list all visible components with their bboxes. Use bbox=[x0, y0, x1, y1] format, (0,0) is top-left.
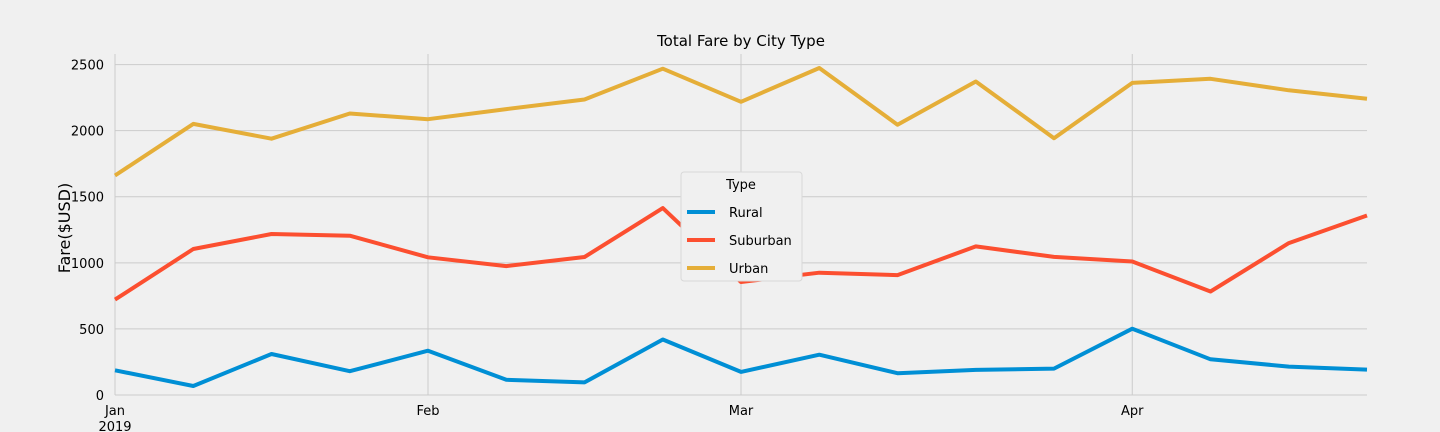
x-tick-label: Feb bbox=[416, 404, 439, 419]
y-tick-label: 2500 bbox=[71, 59, 104, 74]
legend-label-urban: Urban bbox=[729, 262, 768, 277]
legend-label-suburban: Suburban bbox=[729, 234, 792, 249]
y-tick-label: 1000 bbox=[71, 257, 104, 272]
x-tick-label: Apr bbox=[1121, 404, 1144, 419]
x-tick-label: Mar bbox=[729, 404, 754, 419]
series-line-suburban bbox=[113, 206, 1368, 302]
legend: Type Rural Suburban Urban bbox=[680, 171, 803, 282]
y-axis-label: Fare($USD) bbox=[55, 183, 74, 273]
y-tick-label: 0 bbox=[96, 389, 104, 404]
y-tick-label: 2000 bbox=[71, 125, 104, 140]
series-line-urban bbox=[113, 66, 1368, 178]
y-axis: 0 500 1000 1500 2000 2500 bbox=[71, 59, 104, 404]
legend-title: Type bbox=[725, 178, 756, 193]
chart-title: Total Fare by City Type bbox=[656, 32, 825, 50]
y-tick-label: 500 bbox=[79, 323, 104, 338]
series-lines bbox=[113, 66, 1368, 388]
legend-label-rural: Rural bbox=[729, 206, 763, 221]
legend-box bbox=[680, 171, 803, 282]
x-tick-label: Jan bbox=[104, 404, 125, 419]
series-line-rural bbox=[114, 326, 1368, 388]
y-tick-label: 1500 bbox=[71, 191, 104, 206]
x-tick-sublabel: 2019 bbox=[98, 420, 131, 432]
